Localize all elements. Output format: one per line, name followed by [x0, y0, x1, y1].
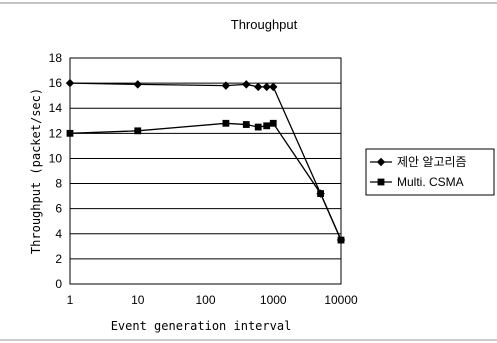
- data-point: [133, 80, 142, 89]
- data-point: [317, 190, 325, 197]
- y-tick-label: 8: [55, 177, 62, 191]
- legend-marker: [377, 178, 385, 186]
- data-point: [222, 119, 230, 127]
- data-point: [263, 122, 271, 130]
- y-tick-label: 2: [55, 252, 62, 266]
- gridlines: [70, 82, 341, 260]
- legend-item: Multi. CSMA: [370, 175, 464, 189]
- x-tick-label: 1000: [260, 293, 287, 307]
- data-point: [65, 78, 75, 88]
- y-tick-label: 18: [49, 51, 63, 65]
- y-tick-label: 10: [49, 151, 63, 165]
- data-point: [66, 129, 74, 137]
- y-tick-label: 12: [49, 126, 63, 140]
- series-2: [66, 119, 345, 244]
- legend-box: [365, 148, 495, 196]
- data-point: [134, 127, 142, 135]
- data-point: [254, 82, 263, 92]
- chart-title: Throughput: [231, 17, 298, 32]
- legend-marker: [376, 157, 386, 167]
- y-tick-label: 14: [49, 101, 63, 115]
- data-point: [269, 82, 278, 92]
- data-point: [269, 119, 277, 127]
- x-tick-label: 1: [67, 293, 74, 307]
- y-tick-label: 6: [55, 202, 62, 216]
- legend-item: 제안 알고리즘: [370, 155, 467, 169]
- legend-label: Multi. CSMA: [397, 175, 464, 189]
- y-tick-label: 4: [55, 227, 62, 241]
- data-point: [262, 82, 271, 92]
- data-point: [221, 81, 231, 90]
- y-axis-tick-labels: 0 2 4 6 8 10 12 14 16 18: [49, 51, 63, 291]
- data-point: [242, 80, 251, 89]
- x-tick-label: 100: [195, 293, 215, 307]
- y-axis-label: Throughput (packet/sec): [29, 88, 43, 254]
- x-tick-label: 10000: [324, 293, 358, 307]
- data-point: [337, 236, 345, 244]
- x-axis-tick-labels: 1 10 100 1000 10000: [67, 293, 358, 307]
- data-point: [254, 123, 262, 131]
- y-tick-label: 0: [55, 277, 62, 291]
- y-tick-label: 16: [49, 76, 63, 90]
- legend: 제안 알고리즘 Multi. CSMA: [365, 148, 495, 196]
- plot-area-frame: [69, 57, 342, 285]
- data-point: [242, 121, 250, 128]
- series: [65, 78, 346, 245]
- x-tick-label: 10: [131, 293, 145, 307]
- x-axis-label: Event generation interval: [111, 319, 292, 333]
- legend-label: 제안 알고리즘: [397, 155, 467, 169]
